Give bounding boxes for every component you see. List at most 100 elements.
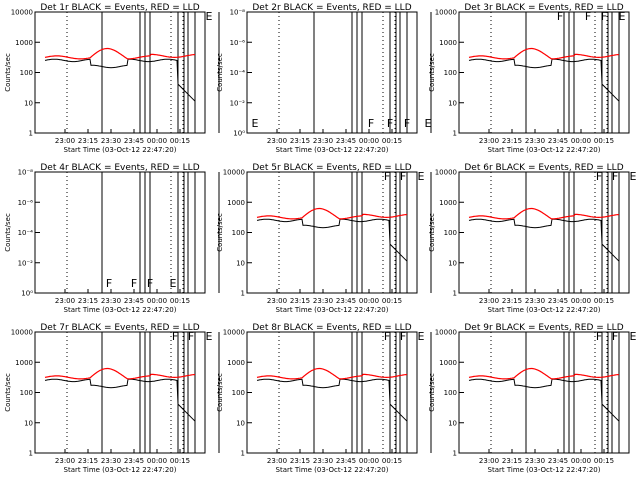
y-tick-label: 10000 bbox=[11, 9, 33, 17]
lld-series bbox=[44, 47, 196, 60]
y-axis-label: Counts/sec bbox=[216, 373, 224, 412]
events-series bbox=[468, 378, 620, 422]
x-tick-label: 00:00 bbox=[147, 137, 167, 145]
x-tick-label: 23:00 bbox=[267, 137, 287, 145]
y-tick-label: 1 bbox=[453, 450, 457, 458]
events-series bbox=[468, 58, 620, 102]
flag-label: F bbox=[368, 117, 374, 130]
y-tick-label: 100 bbox=[444, 389, 457, 397]
flag-label: F bbox=[404, 117, 410, 130]
x-tick-label: 23:30 bbox=[101, 297, 121, 305]
x-tick-label: 23:15 bbox=[502, 137, 522, 145]
y-tick-label: 1000 bbox=[15, 39, 33, 47]
x-tick-label: 23:30 bbox=[525, 137, 545, 145]
panel-title: Det 1r BLACK = Events, RED = LLD bbox=[40, 3, 199, 13]
x-tick-label: 00:15 bbox=[382, 457, 402, 465]
panel-title: Det 7r BLACK = Events, RED = LLD bbox=[40, 323, 199, 333]
x-tick-label: 23:15 bbox=[290, 297, 310, 305]
y-tick-label: 10⁻⁸ bbox=[230, 9, 246, 17]
y-tick-label: 10000 bbox=[435, 329, 457, 337]
x-tick-label: 00:00 bbox=[571, 297, 591, 305]
x-tick-label: 23:45 bbox=[124, 297, 144, 305]
flag-label: E bbox=[630, 170, 637, 183]
panel-title: Det 5r BLACK = Events, RED = LLD bbox=[252, 163, 411, 173]
x-tick-label: 23:00 bbox=[479, 457, 499, 465]
x-tick-label: 00:15 bbox=[594, 297, 614, 305]
panel-title: Det 2r BLACK = Events, RED = LLD bbox=[252, 3, 411, 13]
y-tick-label: 100 bbox=[232, 389, 245, 397]
x-axis-label: Start Time (03-Oct-12 22:47:20) bbox=[64, 146, 177, 154]
detector-panel: Det 7r BLACK = Events, RED = LLD 1 10 100 10… bbox=[4, 323, 220, 474]
y-tick-label: 10⁻⁴ bbox=[230, 69, 246, 77]
lld-series bbox=[468, 207, 620, 220]
y-axis-label: Counts/sec bbox=[428, 373, 436, 412]
events-series bbox=[44, 378, 196, 422]
x-tick-label: 23:45 bbox=[124, 137, 144, 145]
y-tick-label: 1000 bbox=[439, 359, 457, 367]
y-tick-label: 10 bbox=[236, 419, 245, 427]
detector-panel: Det 6r BLACK = Events, RED = LLD 1 10 100 10… bbox=[428, 163, 637, 314]
flag-label: E bbox=[252, 117, 259, 130]
y-tick-label: 10 bbox=[236, 259, 245, 267]
y-tick-label: 100 bbox=[444, 229, 457, 237]
flag-label: F bbox=[172, 330, 178, 343]
x-axis-label: Start Time (03-Oct-12 22:47:20) bbox=[488, 146, 601, 154]
x-tick-label: 23:00 bbox=[55, 137, 75, 145]
y-tick-label: 1 bbox=[241, 290, 245, 298]
y-axis-label: Counts/sec bbox=[216, 53, 224, 92]
detector-panel: Det 8r BLACK = Events, RED = LLD 1 10 100 10… bbox=[216, 323, 432, 474]
y-axis-label: Counts/sec bbox=[428, 213, 436, 252]
y-tick-label: 10 bbox=[24, 419, 33, 427]
x-tick-label: 00:15 bbox=[594, 457, 614, 465]
x-tick-label: 00:15 bbox=[170, 297, 190, 305]
y-tick-label: 1 bbox=[241, 450, 245, 458]
flag-label: F bbox=[596, 170, 602, 183]
y-tick-label: 1 bbox=[453, 130, 457, 138]
x-tick-label: 23:15 bbox=[290, 457, 310, 465]
x-axis-label: Start Time (03-Oct-12 22:47:20) bbox=[276, 466, 389, 474]
y-tick-label: 10 bbox=[448, 99, 457, 107]
x-tick-label: 23:00 bbox=[479, 297, 499, 305]
x-axis-label: Start Time (03-Oct-12 22:47:20) bbox=[488, 306, 601, 314]
x-tick-label: 23:45 bbox=[548, 457, 568, 465]
lld-series bbox=[44, 367, 196, 380]
detector-panel: Det 5r BLACK = Events, RED = LLD 1 10 100 10… bbox=[216, 163, 432, 314]
events-series bbox=[44, 58, 196, 102]
x-tick-label: 00:00 bbox=[359, 457, 379, 465]
y-tick-label: 10⁻⁴ bbox=[18, 229, 34, 237]
flag-label: E bbox=[425, 117, 432, 130]
lld-series bbox=[468, 367, 620, 380]
x-tick-label: 23:30 bbox=[313, 297, 333, 305]
x-tick-label: 23:45 bbox=[336, 137, 356, 145]
flag-label: F bbox=[106, 277, 112, 290]
flag-label: F bbox=[147, 277, 153, 290]
detector-panel: Det 1r BLACK = Events, RED = LLD 1 10 100 10… bbox=[4, 3, 220, 154]
x-tick-label: 23:00 bbox=[55, 297, 75, 305]
x-tick-label: 00:00 bbox=[147, 297, 167, 305]
y-tick-label: 10 bbox=[448, 419, 457, 427]
x-tick-label: 23:00 bbox=[479, 137, 499, 145]
flag-label: F bbox=[131, 277, 137, 290]
flag-label: E bbox=[630, 330, 637, 343]
x-tick-label: 23:45 bbox=[124, 457, 144, 465]
y-tick-label: 10000 bbox=[223, 169, 245, 177]
x-tick-label: 23:30 bbox=[525, 297, 545, 305]
panel-title: Det 6r BLACK = Events, RED = LLD bbox=[464, 163, 623, 173]
flag-label: E bbox=[206, 330, 213, 343]
y-tick-label: 10⁻² bbox=[230, 99, 246, 107]
x-tick-label: 23:15 bbox=[502, 457, 522, 465]
y-tick-label: 10 bbox=[24, 99, 33, 107]
x-tick-label: 00:00 bbox=[571, 457, 591, 465]
x-tick-label: 23:30 bbox=[313, 457, 333, 465]
y-tick-label: 100 bbox=[232, 229, 245, 237]
y-tick-label: 1000 bbox=[439, 199, 457, 207]
x-tick-label: 23:30 bbox=[313, 137, 333, 145]
x-tick-label: 23:30 bbox=[101, 457, 121, 465]
y-tick-label: 10000 bbox=[11, 329, 33, 337]
flag-label: E bbox=[418, 330, 425, 343]
flag-label: F bbox=[400, 170, 406, 183]
flag-label: F bbox=[387, 117, 393, 130]
x-tick-label: 23:15 bbox=[78, 137, 98, 145]
x-tick-label: 23:15 bbox=[290, 137, 310, 145]
